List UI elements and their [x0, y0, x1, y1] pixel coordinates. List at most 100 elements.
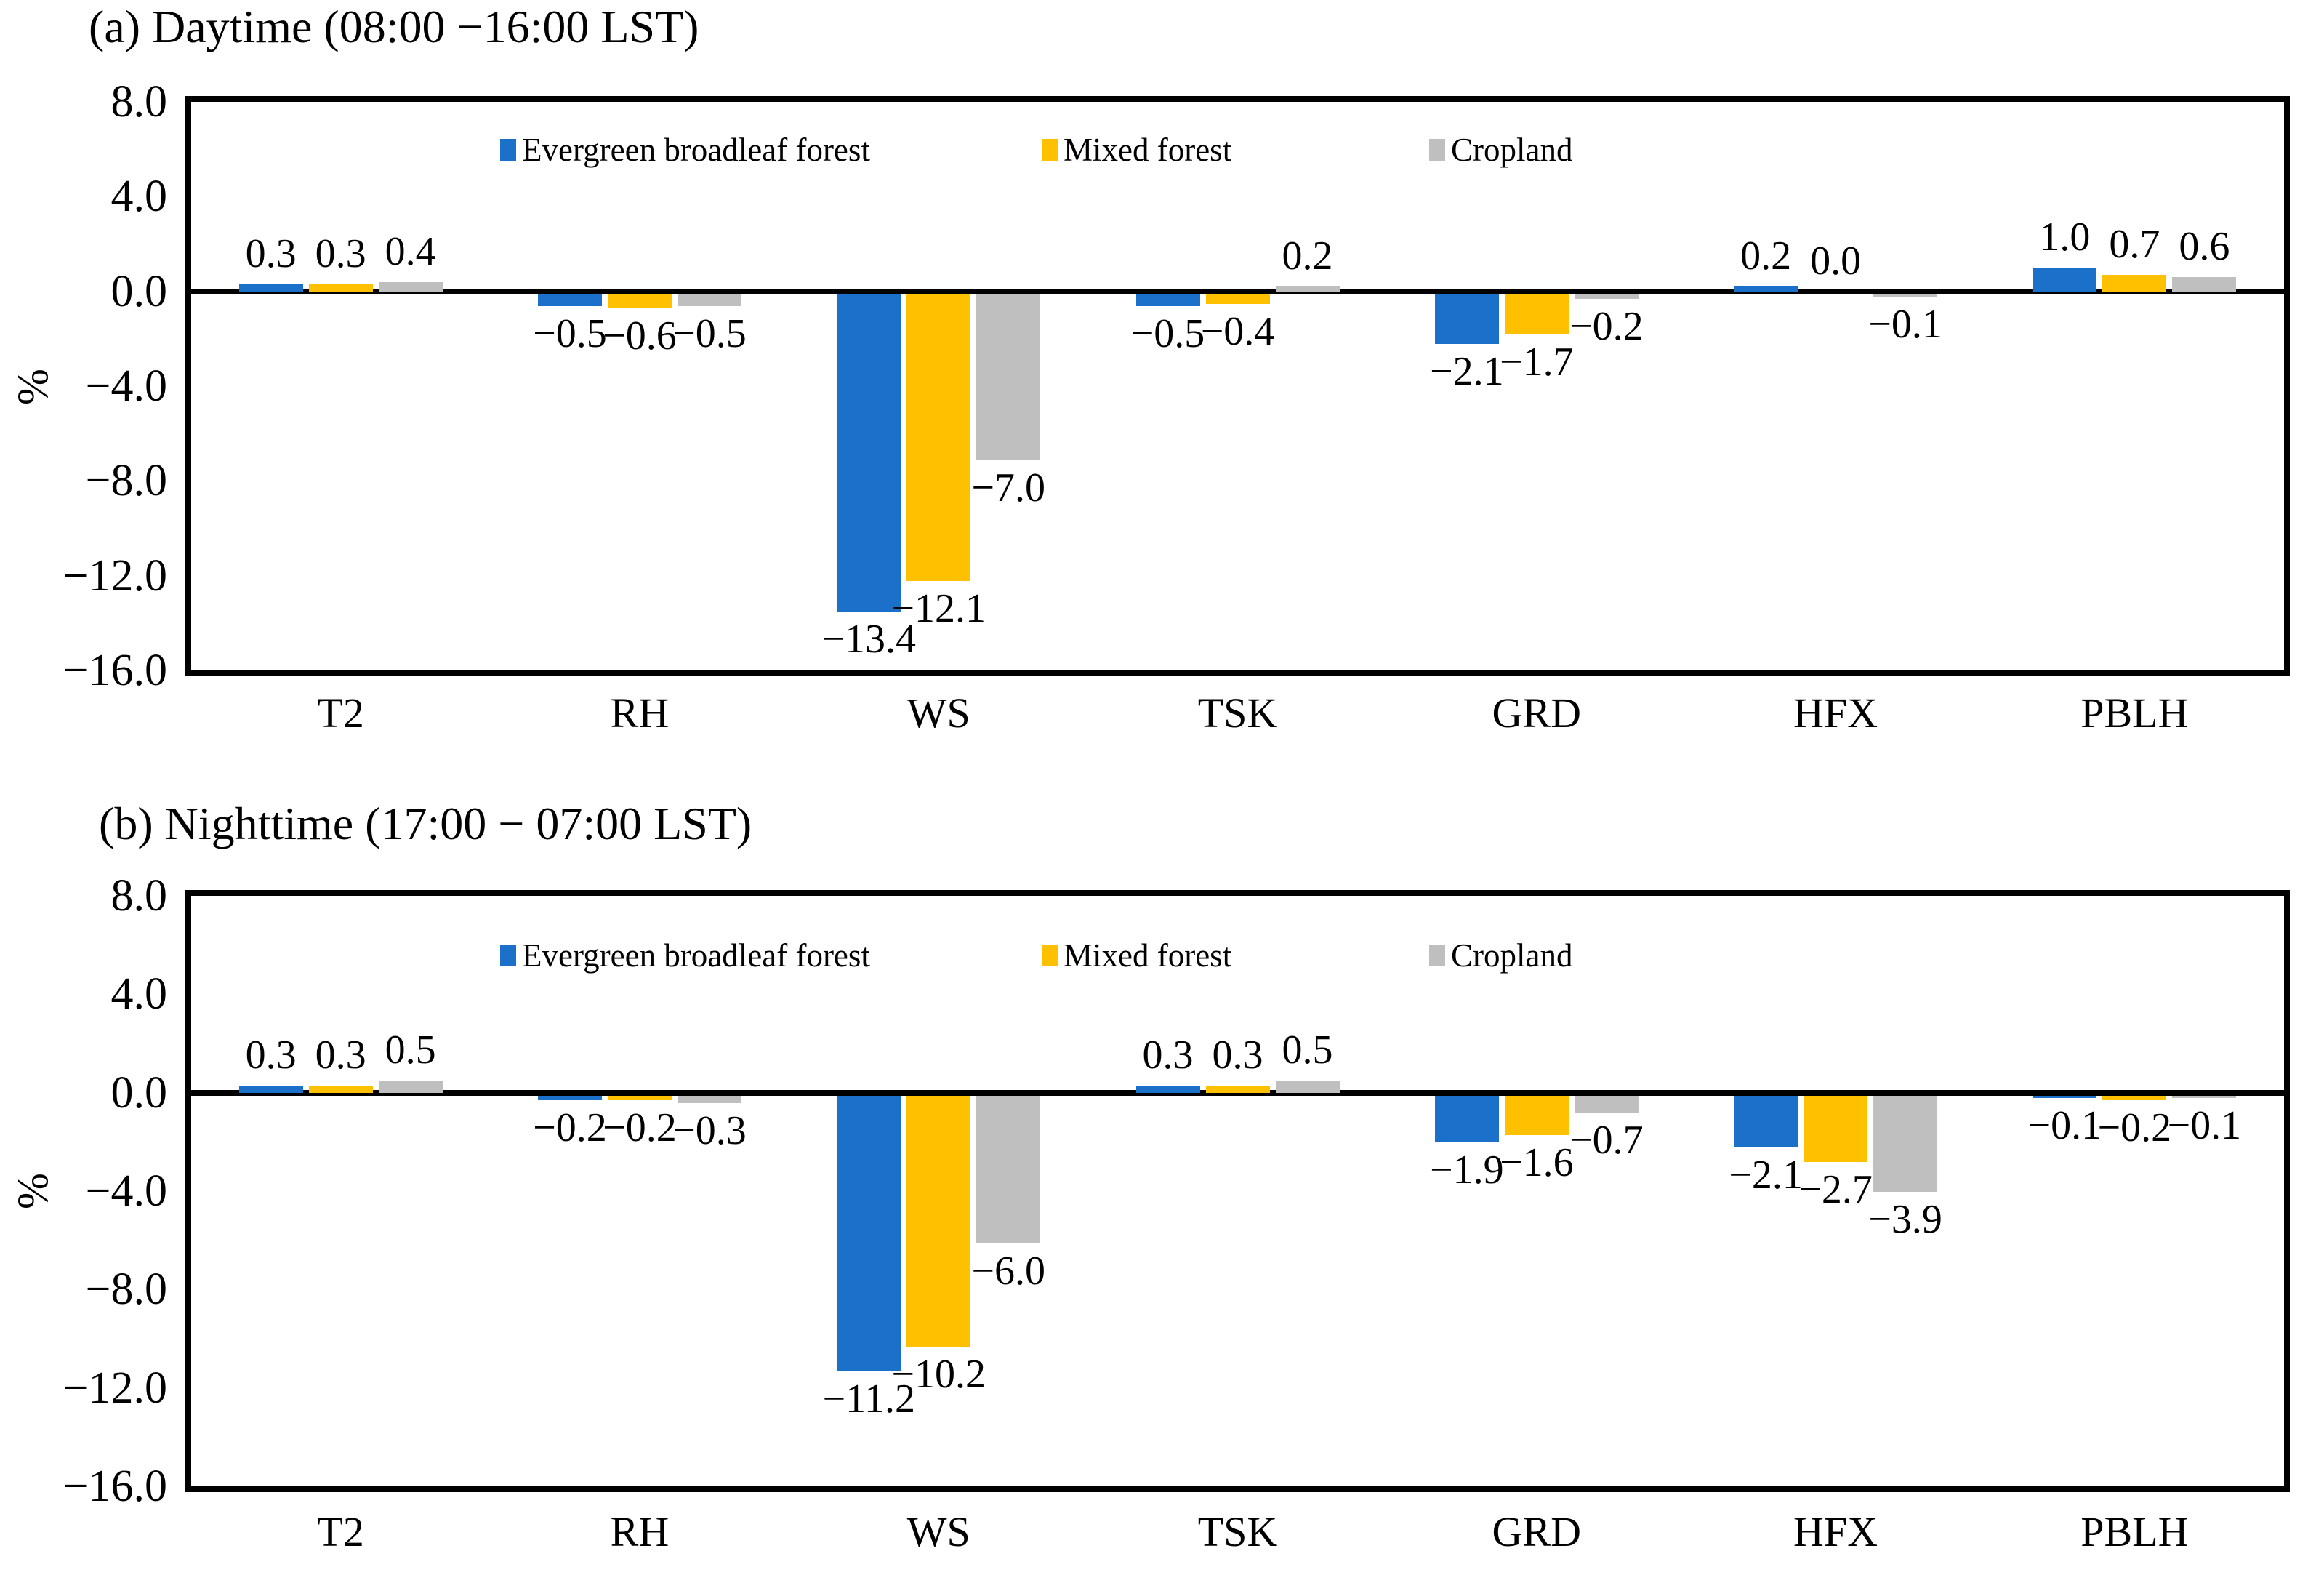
zero-axis-line-a: [191, 288, 2284, 294]
bar-value-label: 0.3: [315, 1032, 366, 1078]
bar-a-T2-s0: [238, 284, 303, 292]
bar-value-label: 0.3: [1212, 1032, 1263, 1078]
bar-value-label: −0.2: [533, 1105, 607, 1151]
bar-a-WS-s2: [976, 294, 1041, 460]
bar-b-RH-s1: [607, 1095, 672, 1101]
bar-b-WS-s2: [976, 1095, 1041, 1243]
bar-value-label: −3.9: [1868, 1196, 1942, 1242]
legend-item-a: Evergreen broadleaf forest: [500, 132, 870, 167]
bar-value-label: −10.2: [891, 1351, 986, 1397]
bar-b-HFX-s2: [1873, 1095, 1938, 1192]
bar-b-HFX-s0: [1734, 1095, 1798, 1147]
bar-value-label: 0.4: [385, 228, 436, 274]
y-tick-label-a: 4.0: [110, 172, 168, 222]
bar-b-T2-s2: [378, 1080, 443, 1093]
bar-value-label: −0.2: [2097, 1105, 2172, 1151]
x-tick-label-b-RH: RH: [610, 1508, 670, 1555]
legend-swatch-icon: [500, 945, 516, 966]
y-tick-label-b: 4.0: [110, 969, 168, 1019]
panel-a-title: (a) Daytime (08:00 −16:00 LST): [89, 1, 699, 52]
bar-a-T2-s1: [308, 284, 373, 292]
bar-value-label: −0.6: [603, 313, 677, 359]
bar-value-label: −13.4: [821, 617, 916, 662]
bar-a-T2-s2: [378, 281, 443, 292]
y-tick-label-a: −8.0: [85, 456, 167, 506]
x-tick-label-b-HFX: HFX: [1793, 1508, 1878, 1555]
y-tick-label-b: 0.0: [110, 1067, 168, 1118]
bar-value-label: −0.1: [1868, 301, 1942, 347]
bar-b-GRD-s0: [1434, 1095, 1499, 1142]
legend-label: Evergreen broadleaf forest: [522, 937, 870, 974]
bar-value-label: 0.5: [1282, 1027, 1333, 1073]
bar-value-label: −1.9: [1429, 1147, 1504, 1193]
x-tick-label-a-WS: WS: [906, 689, 970, 737]
bar-value-label: 0.2: [1282, 233, 1333, 279]
bar-b-WS-s1: [906, 1095, 971, 1347]
bar-value-label: 0.3: [245, 1032, 297, 1078]
x-tick-label-b-PBLH: PBLH: [2080, 1508, 2189, 1555]
bar-value-label: 0.6: [2179, 224, 2230, 270]
bar-b-T2-s1: [308, 1085, 373, 1093]
bar-value-label: 0.7: [2109, 221, 2160, 267]
bar-value-label: −0.2: [603, 1105, 677, 1151]
legend-swatch-icon: [1429, 139, 1445, 161]
bar-b-TSK-s1: [1205, 1085, 1270, 1093]
y-tick-label-a: 8.0: [110, 77, 168, 127]
y-tick-label-b: −4.0: [85, 1166, 167, 1216]
y-tick-label-a: 0.0: [110, 266, 168, 316]
bar-value-label: 0.3: [245, 231, 297, 276]
zero-axis-line-b: [191, 1089, 2284, 1096]
bar-b-TSK-s2: [1275, 1080, 1340, 1093]
bar-a-TSK-s1: [1205, 294, 1270, 304]
bar-a-HFX-s0: [1734, 286, 1798, 292]
bar-b-GRD-s1: [1504, 1095, 1569, 1135]
x-tick-label-a-GRD: GRD: [1492, 689, 1582, 737]
bar-b-GRD-s2: [1574, 1095, 1639, 1113]
x-tick-label-b-GRD: GRD: [1492, 1508, 1582, 1555]
bar-value-label: 0.5: [385, 1027, 436, 1073]
legend-label: Mixed forest: [1064, 132, 1232, 168]
legend-item-b: Evergreen broadleaf forest: [500, 938, 870, 973]
x-tick-label-a-HFX: HFX: [1793, 689, 1878, 737]
legend-swatch-icon: [500, 139, 516, 161]
legend-item-a: Cropland: [1429, 132, 1572, 167]
bar-b-PBLH-s1: [2102, 1095, 2167, 1101]
bar-value-label: −2.7: [1798, 1167, 1873, 1213]
bar-value-label: −0.5: [533, 310, 607, 356]
bar-a-RH-s2: [677, 294, 741, 306]
legend-label: Cropland: [1451, 937, 1573, 974]
bar-b-TSK-s0: [1135, 1085, 1200, 1093]
y-tick-label-a: −12.0: [63, 550, 167, 601]
bar-value-label: 0.3: [1142, 1032, 1194, 1078]
bar-b-PBLH-s2: [2172, 1095, 2237, 1099]
y-tick-label-b: 8.0: [110, 871, 168, 921]
legend-swatch-icon: [1042, 139, 1058, 161]
bar-a-RH-s1: [607, 294, 672, 309]
bar-b-RH-s0: [537, 1095, 602, 1101]
bar-value-label: −0.2: [1569, 304, 1644, 350]
bar-value-label: −0.5: [672, 310, 747, 356]
bar-a-GRD-s0: [1434, 294, 1499, 345]
bar-value-label: 0.0: [1810, 238, 1862, 284]
x-tick-label-a-PBLH: PBLH: [2080, 689, 2189, 737]
bar-value-label: 0.2: [1740, 233, 1792, 279]
legend-swatch-icon: [1429, 945, 1445, 966]
bar-a-WS-s1: [906, 294, 971, 581]
legend-label: Mixed forest: [1064, 937, 1232, 974]
bar-a-PBLH-s1: [2102, 274, 2167, 292]
bar-b-T2-s0: [238, 1085, 303, 1093]
y-tick-label-b: −12.0: [63, 1363, 167, 1413]
legend-item-a: Mixed forest: [1042, 132, 1231, 167]
y-tick-label-b: −8.0: [85, 1265, 167, 1315]
bar-a-TSK-s0: [1135, 294, 1200, 306]
y-tick-label-a: −4.0: [85, 361, 167, 411]
bar-b-WS-s0: [837, 1095, 901, 1371]
legend-swatch-icon: [1042, 945, 1058, 966]
legend-item-b: Mixed forest: [1042, 938, 1231, 973]
legend-label: Evergreen broadleaf forest: [522, 132, 870, 168]
bar-value-label: −0.1: [2167, 1103, 2242, 1149]
bar-value-label: −11.2: [822, 1376, 915, 1422]
bar-value-label: 1.0: [2039, 215, 2091, 260]
panel-b-title: (b) Nighttime (17:00 − 07:00 LST): [99, 798, 752, 849]
y-tick-label-a: −16.0: [63, 646, 167, 695]
